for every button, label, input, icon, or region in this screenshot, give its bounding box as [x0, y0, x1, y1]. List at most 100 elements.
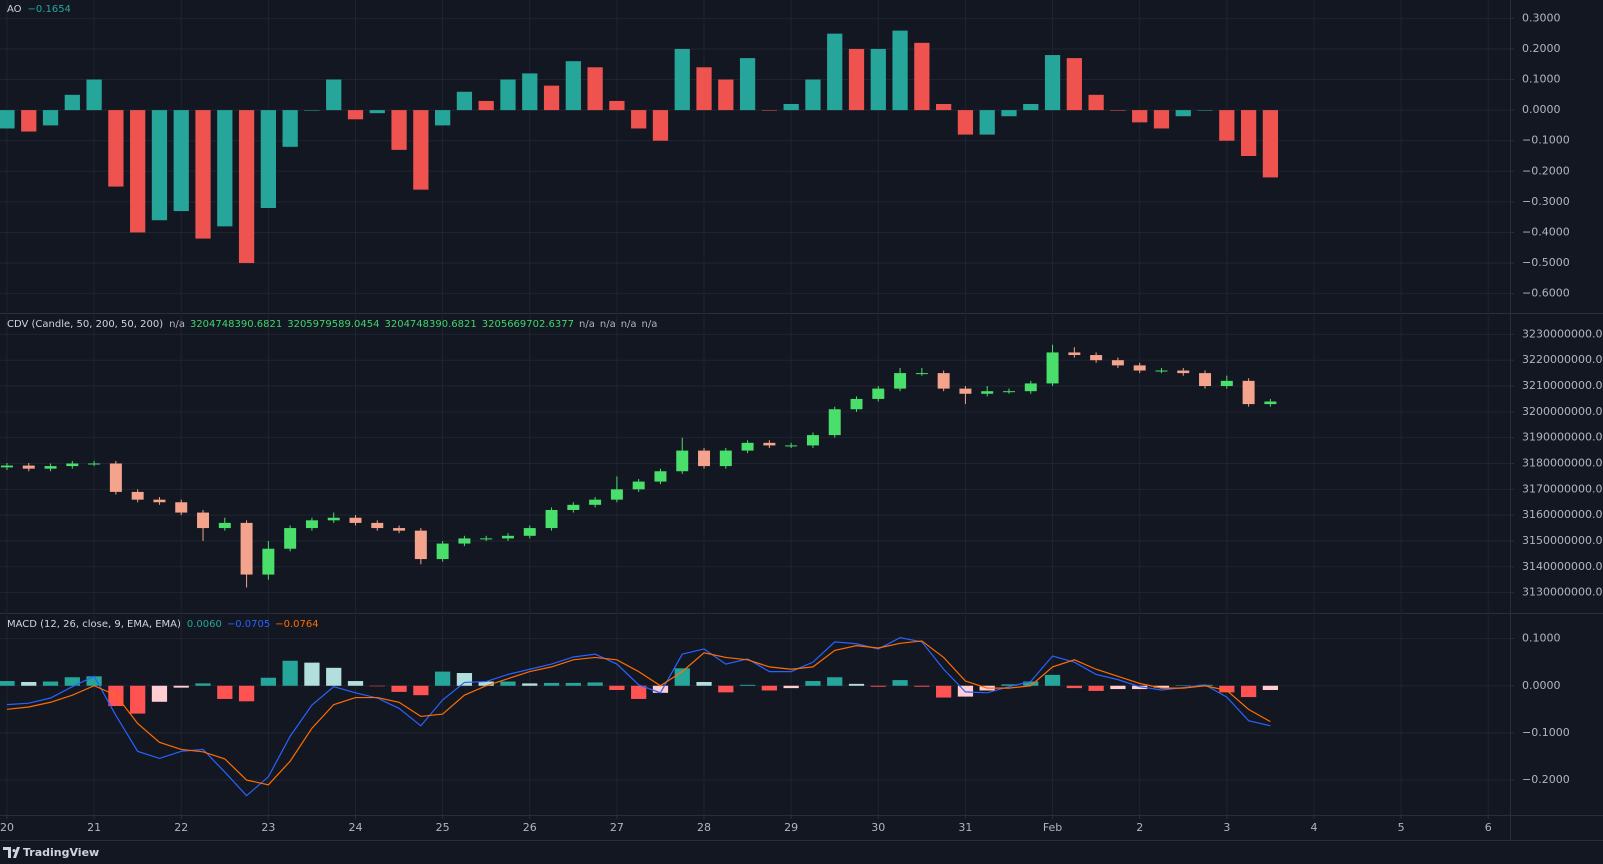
ao-bar	[718, 79, 734, 111]
candle-body	[393, 528, 406, 531]
ao-bar	[805, 79, 821, 111]
ao-bar	[1110, 110, 1126, 111]
y-tick-label: 3180000000.0000	[1522, 457, 1603, 470]
ao-bar	[609, 100, 625, 111]
macd-histogram-bar	[848, 683, 865, 686]
candle-body	[1046, 352, 1059, 384]
candle-body	[959, 388, 972, 394]
ao-bar	[1197, 110, 1213, 111]
ao-bar	[783, 104, 799, 111]
macd-histogram-bar	[304, 662, 320, 686]
candle-body	[632, 481, 645, 490]
y-tick-label: 3150000000.0000	[1522, 534, 1603, 547]
ao-bar	[739, 58, 756, 111]
candle-body	[240, 522, 253, 575]
ao-bar	[587, 67, 603, 111]
candle-body	[523, 528, 536, 536]
y-tick-label: 0.3000	[1522, 11, 1561, 24]
candle-body	[1220, 380, 1233, 387]
macd-histogram-bar	[543, 682, 560, 686]
macd-histogram-bar	[1240, 685, 1257, 698]
y-tick-label: 0.0000	[1522, 679, 1561, 692]
macd-histogram-bar	[1044, 674, 1061, 686]
y-tick-label: −0.1000	[1522, 134, 1570, 147]
y-tick-label: −0.4000	[1522, 225, 1570, 238]
ao-bar	[1153, 110, 1170, 129]
x-tick-label: 5	[1398, 821, 1405, 834]
x-tick-label: 30	[871, 821, 885, 834]
candle-body	[654, 471, 667, 482]
y-tick-label: 3210000000.0000	[1522, 379, 1603, 392]
macd-histogram-bar	[260, 677, 276, 686]
y-tick-label: −0.3000	[1522, 195, 1570, 208]
candle-body	[698, 450, 711, 467]
macd-histogram-bar	[42, 681, 59, 686]
macd-histogram-bar	[391, 685, 407, 692]
ao-bar	[957, 110, 974, 135]
indicator-value: n/a	[169, 319, 185, 330]
candle-body	[1155, 370, 1168, 372]
candle-body	[1068, 352, 1081, 356]
candle-body	[262, 548, 275, 575]
brand-logo[interactable]: TradingView	[3, 846, 99, 859]
candle-body	[327, 517, 340, 521]
candle-body	[1199, 373, 1212, 387]
ao-bar	[173, 110, 189, 212]
candle-body	[197, 512, 210, 529]
ao-bar	[631, 110, 647, 129]
plot-layer: 0.3000 0.2000 0.1000 0.0000 −0.1000 −0.2000 −0…	[0, 0, 1603, 834]
macd-histogram-bar	[456, 673, 473, 686]
ao-bar	[369, 110, 385, 114]
candle-body	[1177, 370, 1190, 374]
x-tick-label: 24	[348, 821, 362, 834]
ao-bar	[304, 110, 320, 111]
candle-body	[785, 445, 798, 447]
macd-histogram-bar	[718, 685, 734, 693]
candle-body	[109, 463, 122, 492]
candle-body	[218, 522, 231, 529]
candle-body	[66, 463, 79, 467]
logo-icon[interactable]	[3, 847, 20, 858]
y-tick-label: 3140000000.0000	[1522, 560, 1603, 573]
ao-bar	[979, 110, 995, 135]
macd-histogram-bar	[500, 681, 516, 686]
candle-body	[828, 409, 841, 436]
candle-body	[1111, 360, 1124, 366]
macd-histogram-bar	[413, 685, 429, 696]
macd-histogram-bar	[1132, 685, 1148, 690]
indicator-value: −0.1654	[28, 4, 71, 15]
macd-histogram-bar	[282, 660, 298, 686]
y-tick-label: 3160000000.0000	[1522, 508, 1603, 521]
macd-histogram-bar	[478, 681, 494, 686]
candle-body	[806, 435, 819, 446]
candle-body	[1133, 365, 1146, 371]
macd-histogram-bar	[936, 685, 952, 698]
macd-histogram-bar	[1023, 681, 1039, 686]
candle-body	[1242, 380, 1255, 405]
candle-body	[1002, 391, 1015, 393]
x-tick-label: 20	[0, 821, 14, 834]
y-tick-label: −0.2000	[1522, 164, 1570, 177]
macd-histogram-bar	[587, 682, 603, 686]
candle-body	[937, 373, 950, 389]
ao-bar	[195, 110, 211, 239]
x-tick-label: 31	[958, 821, 972, 834]
brand-name[interactable]: TradingView	[23, 846, 99, 859]
x-tick-label: Feb	[1043, 821, 1062, 834]
candle-body	[436, 543, 449, 560]
macd-histogram-bar	[86, 676, 102, 686]
ao-bar	[500, 79, 516, 111]
indicator-value: n/a	[600, 319, 616, 330]
ao-bar	[1132, 110, 1148, 123]
ao-bar	[478, 100, 494, 111]
ao-bar	[543, 85, 560, 111]
candle-body	[915, 373, 928, 375]
ao-bar	[522, 73, 538, 111]
ao-bar	[282, 110, 298, 147]
macd-histogram-bar	[1066, 685, 1082, 689]
x-tick-label: 4	[1310, 821, 1317, 834]
ao-bar	[674, 48, 690, 111]
candle-body	[567, 504, 580, 510]
candle-body	[0, 465, 13, 468]
candle-body	[981, 391, 994, 394]
